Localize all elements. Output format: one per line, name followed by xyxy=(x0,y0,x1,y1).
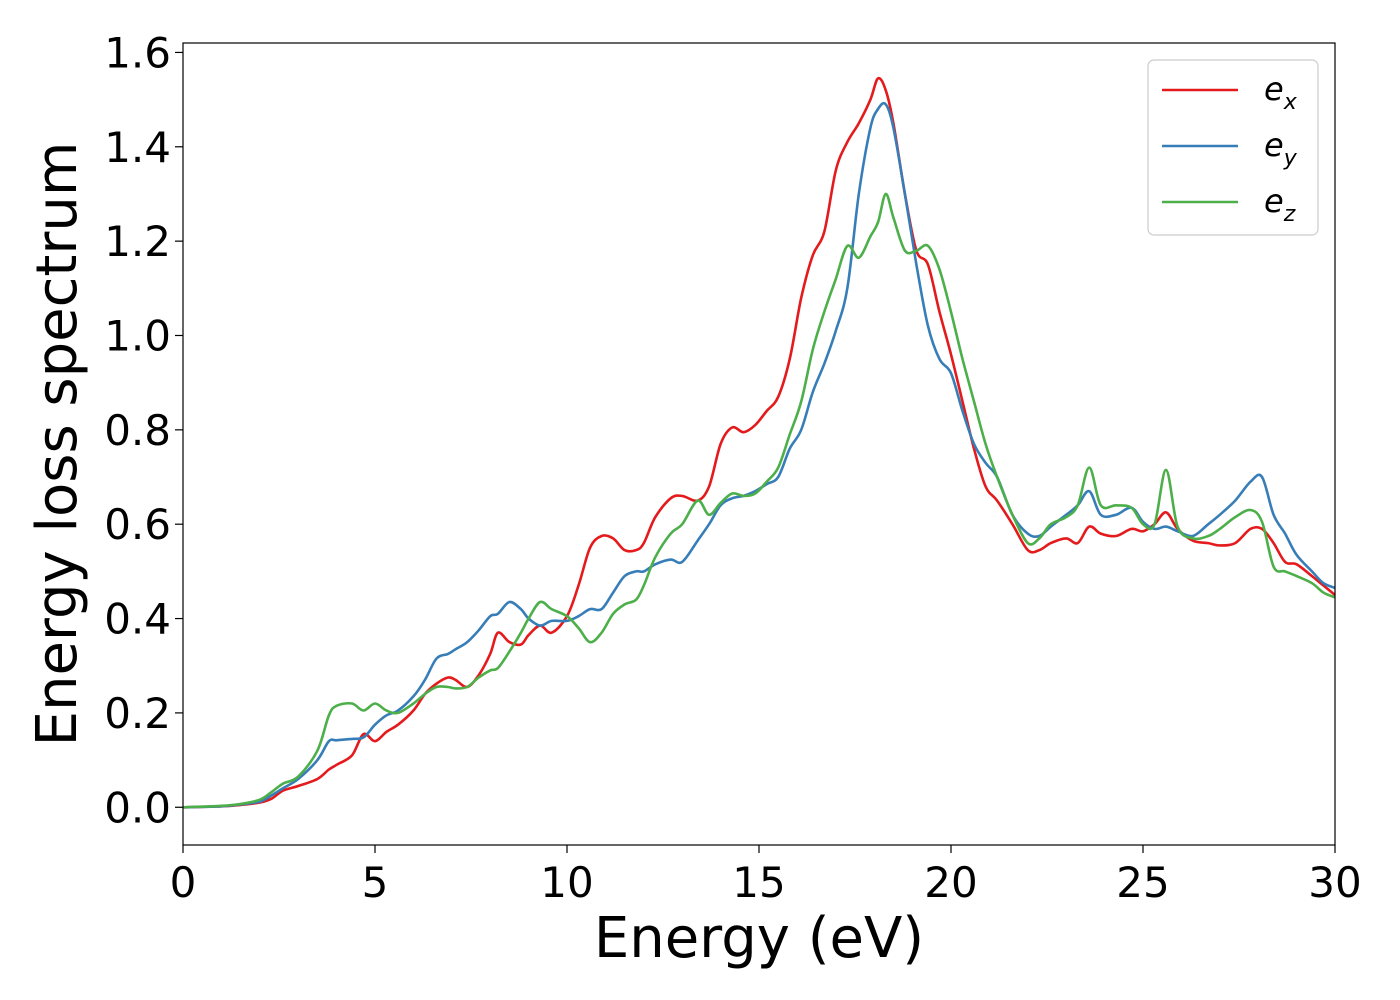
legend-label-y: ey xyxy=(1264,126,1298,171)
x-tick-label: 10 xyxy=(540,858,593,907)
x-axis-ticks: 0 5 10 15 20 25 30 xyxy=(170,845,1362,907)
x-tick-label: 0 xyxy=(170,858,197,907)
legend: ex ey ez xyxy=(1147,59,1319,236)
y-tick-label: 0.8 xyxy=(104,406,171,455)
legend-box xyxy=(1147,59,1319,236)
series-line-x xyxy=(182,76,1336,809)
y-tick-label: 0.6 xyxy=(104,500,171,549)
plot-lines xyxy=(182,76,1336,809)
y-tick-label: 1.6 xyxy=(104,28,171,77)
x-tick-label: 15 xyxy=(732,858,785,907)
legend-label-x: ex xyxy=(1264,70,1298,115)
legend-label-z: ez xyxy=(1264,182,1296,227)
series-line-z xyxy=(182,192,1336,809)
y-tick-label: 1.0 xyxy=(104,311,171,360)
y-axis-title: Energy loss spectrum xyxy=(25,142,90,747)
x-tick-label: 5 xyxy=(362,858,389,907)
x-tick-label: 30 xyxy=(1308,858,1361,907)
y-axis-ticks: 0.0 0.2 0.4 0.6 0.8 1.0 1.2 1.4 1.6 xyxy=(104,28,183,832)
y-tick-label: 1.2 xyxy=(104,217,171,266)
y-tick-label: 1.4 xyxy=(104,123,171,172)
x-tick-label: 20 xyxy=(924,858,977,907)
y-tick-label: 0.0 xyxy=(104,783,171,832)
x-tick-label: 25 xyxy=(1116,858,1169,907)
y-tick-label: 0.2 xyxy=(104,689,171,738)
x-axis-title: Energy (eV) xyxy=(594,906,924,971)
y-tick-label: 0.4 xyxy=(104,595,171,644)
